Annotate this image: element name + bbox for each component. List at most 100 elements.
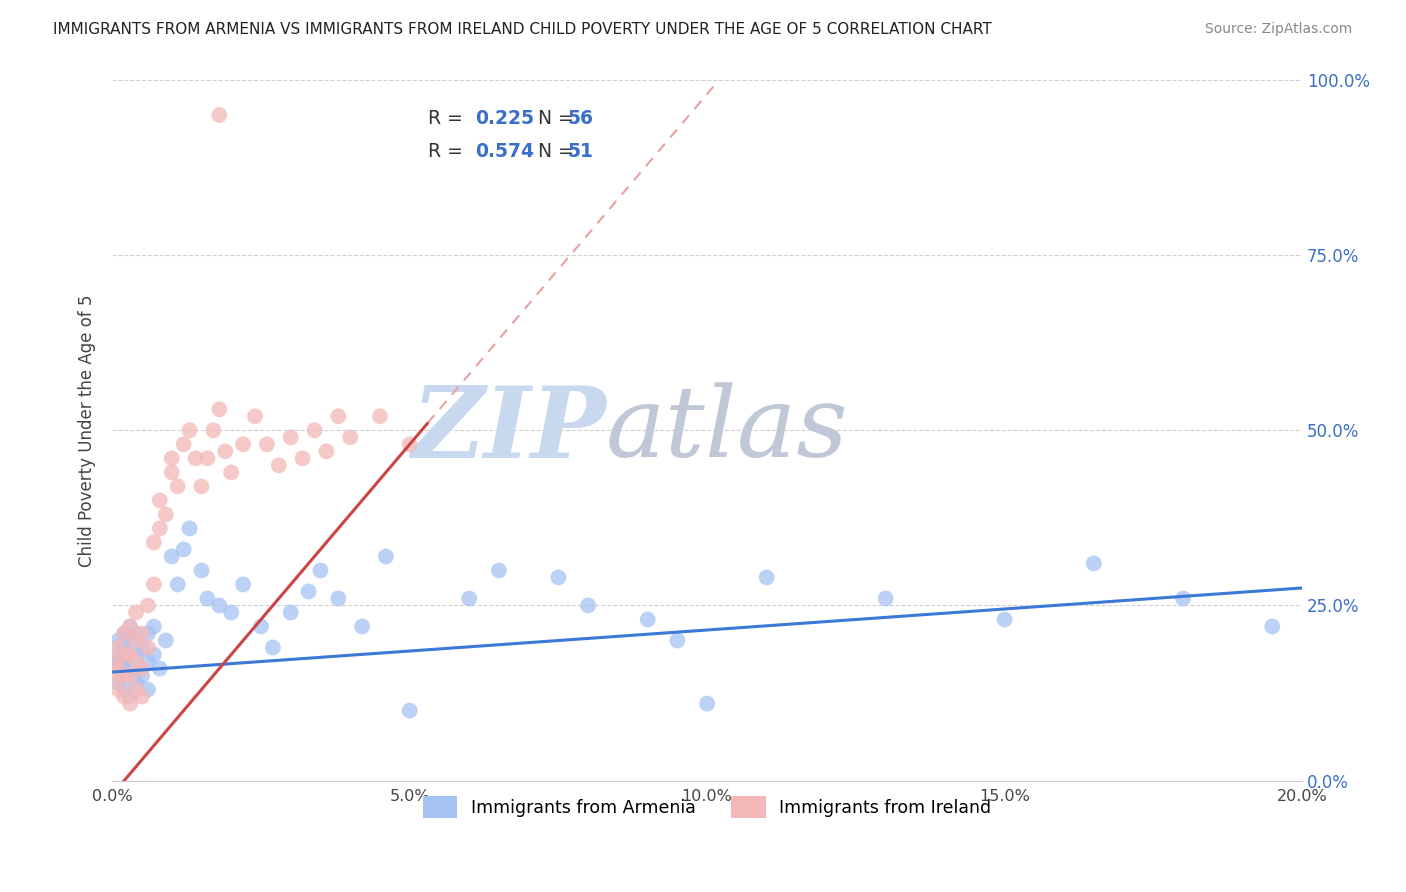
Point (136, 682, 159, 697)
Point (160, 466, 183, 480)
Point (131, 640, 153, 655)
Point (173, 542, 195, 557)
Point (166, 479, 188, 493)
Point (256, 437, 278, 451)
Point (125, 626, 148, 640)
Point (219, 466, 242, 480)
Point (112, 626, 135, 640)
Point (1083, 557, 1105, 571)
Point (107, 633, 129, 648)
Point (120, 668, 142, 682)
Point (547, 570, 569, 584)
Text: ZIP: ZIP (411, 382, 606, 479)
Point (142, 577, 165, 591)
Point (125, 648, 148, 662)
Point (112, 682, 135, 697)
Point (398, 704, 420, 718)
Point (120, 661, 142, 675)
Point (232, 437, 254, 451)
Point (637, 613, 659, 627)
Point (149, 521, 172, 535)
Point (374, 549, 396, 564)
Y-axis label: Child Poverty Under the Age of 5: Child Poverty Under the Age of 5 (79, 294, 96, 566)
Point (666, 633, 689, 648)
Point (250, 619, 273, 633)
Point (149, 493, 172, 508)
Point (125, 606, 148, 620)
Point (160, 549, 183, 564)
Point (142, 648, 165, 662)
Point (149, 661, 172, 675)
Point (142, 535, 165, 549)
Point (104, 655, 127, 669)
Point (112, 668, 135, 682)
Point (368, 409, 391, 424)
Point (352, 619, 374, 633)
Point (112, 640, 135, 655)
Point (125, 675, 148, 690)
Point (173, 437, 195, 451)
Text: 51: 51 (568, 142, 593, 161)
Point (120, 697, 142, 711)
Point (267, 458, 290, 473)
Point (136, 640, 159, 655)
Text: Source: ZipAtlas.com: Source: ZipAtlas.com (1205, 22, 1353, 37)
Point (197, 591, 219, 606)
Point (280, 606, 302, 620)
Point (166, 577, 188, 591)
Point (315, 444, 337, 458)
Point (576, 599, 599, 613)
Point (131, 661, 153, 675)
Point (120, 633, 142, 648)
Point (243, 409, 266, 424)
Point (107, 682, 129, 697)
Point (1171, 591, 1194, 606)
Point (304, 423, 326, 437)
Point (339, 430, 361, 444)
Point (994, 613, 1017, 627)
Point (112, 655, 135, 669)
Text: 56: 56 (568, 110, 593, 128)
Point (125, 633, 148, 648)
Text: N =: N = (526, 110, 581, 128)
Point (105, 668, 128, 682)
Legend: Immigrants from Armenia, Immigrants from Ireland: Immigrants from Armenia, Immigrants from… (416, 789, 998, 824)
Point (190, 564, 212, 578)
Point (262, 640, 284, 655)
Point (107, 675, 129, 690)
Point (297, 584, 319, 599)
Text: R =: R = (427, 110, 468, 128)
Point (190, 479, 212, 493)
Point (328, 591, 350, 606)
Point (125, 682, 148, 697)
Point (131, 690, 153, 704)
Point (160, 451, 183, 466)
Point (232, 577, 254, 591)
Point (328, 409, 350, 424)
Point (107, 661, 129, 675)
Point (155, 508, 177, 522)
Point (755, 570, 778, 584)
Point (120, 690, 142, 704)
Point (280, 430, 302, 444)
Point (136, 655, 159, 669)
Point (488, 564, 510, 578)
Point (202, 423, 225, 437)
Point (131, 668, 153, 682)
Point (208, 108, 231, 122)
Point (112, 690, 135, 704)
Point (1261, 619, 1284, 633)
Point (107, 640, 129, 655)
Text: IMMIGRANTS FROM ARMENIA VS IMMIGRANTS FROM IRELAND CHILD POVERTY UNDER THE AGE O: IMMIGRANTS FROM ARMENIA VS IMMIGRANTS FR… (53, 22, 993, 37)
Point (105, 655, 128, 669)
Point (875, 591, 897, 606)
Point (208, 599, 231, 613)
Point (120, 648, 142, 662)
Point (458, 591, 481, 606)
Point (136, 626, 159, 640)
Point (309, 564, 332, 578)
Point (107, 648, 129, 662)
Text: R =: R = (427, 142, 468, 161)
Point (107, 655, 129, 669)
Point (179, 521, 201, 535)
